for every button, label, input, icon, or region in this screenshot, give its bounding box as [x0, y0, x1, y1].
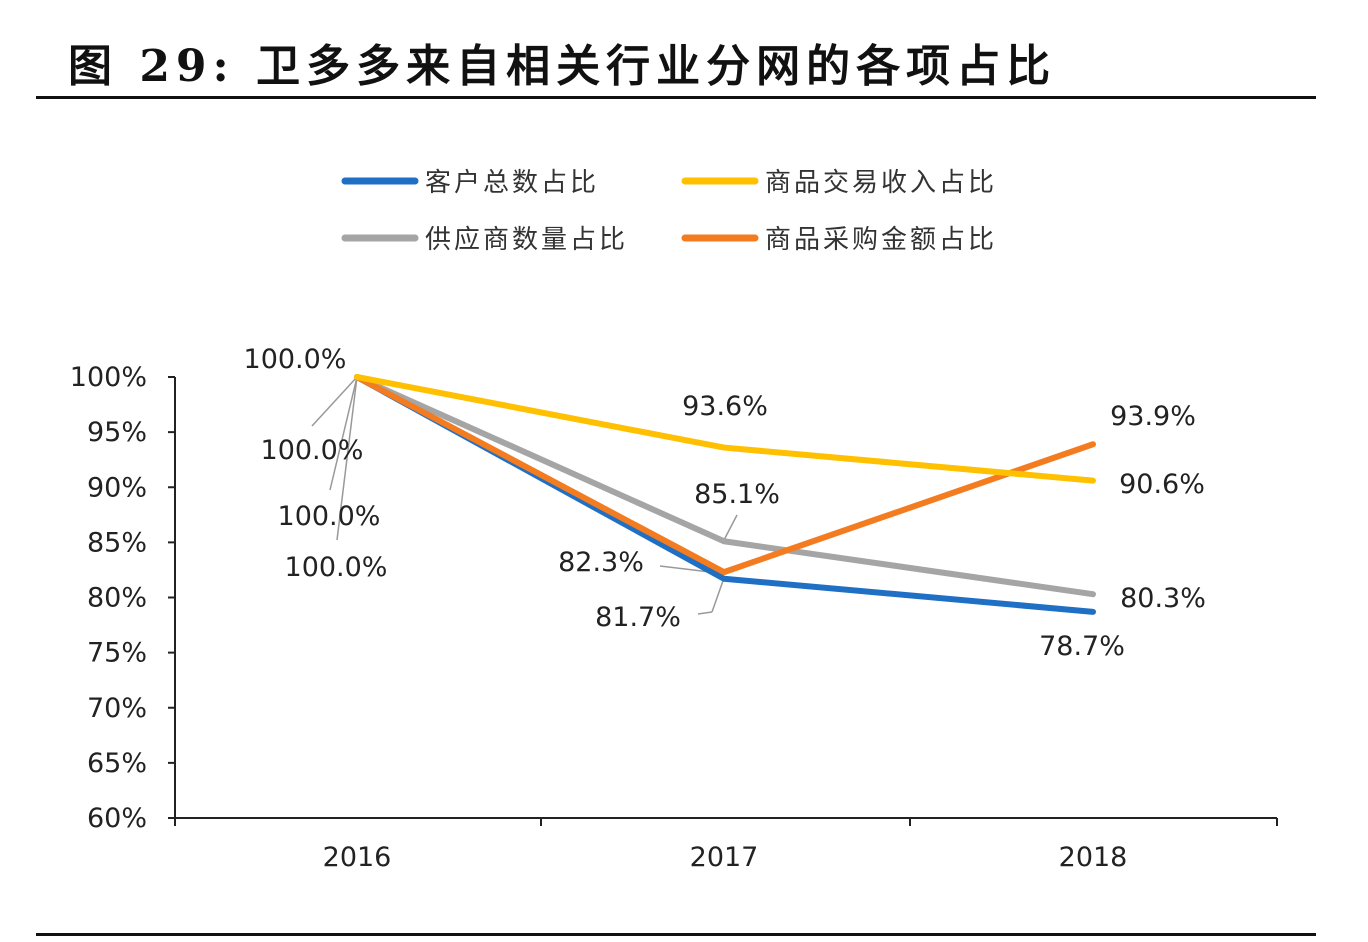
- data-label: 80.3%: [1120, 583, 1206, 614]
- data-label: 78.7%: [1039, 631, 1125, 662]
- data-label: 82.3%: [558, 547, 644, 578]
- y-tick-label: 75%: [87, 638, 147, 669]
- y-tick-label: 95%: [87, 417, 147, 448]
- legend-label: 客户总数占比: [425, 168, 599, 198]
- legend-label: 商品交易收入占比: [765, 168, 997, 198]
- figure-title: 图 29: 卫多多来自相关行业分网的各项占比: [68, 41, 1057, 92]
- x-tick-label: 2017: [690, 842, 759, 873]
- legend-label: 商品采购金额占比: [765, 225, 997, 255]
- x-tick-label: 2016: [323, 842, 392, 873]
- data-label: 81.7%: [595, 602, 681, 633]
- y-tick-label: 85%: [87, 527, 147, 558]
- leader-line: [311, 376, 358, 427]
- leader-line: [697, 611, 713, 615]
- data-label: 100.0%: [261, 435, 364, 466]
- top-rule: [36, 96, 1316, 99]
- data-label: 93.9%: [1110, 401, 1196, 432]
- bottom-rule: [36, 933, 1316, 936]
- leader-line: [711, 577, 725, 613]
- y-tick-label: 70%: [87, 693, 147, 724]
- y-tick-label: 100%: [70, 362, 147, 393]
- y-tick-label: 65%: [87, 748, 147, 779]
- leader-line: [336, 376, 358, 541]
- leader-line: [723, 514, 738, 541]
- legend-label: 供应商数量占比: [425, 225, 628, 255]
- y-tick-label: 80%: [87, 583, 147, 614]
- leader-line: [659, 565, 711, 573]
- data-label: 90.6%: [1119, 469, 1205, 500]
- leader-line: [329, 376, 358, 491]
- data-label: 100.0%: [278, 501, 381, 532]
- data-label: 93.6%: [682, 391, 768, 422]
- data-label: 100.0%: [244, 344, 347, 375]
- y-tick-label: 60%: [87, 803, 147, 834]
- x-tick-label: 2018: [1059, 842, 1128, 873]
- data-label: 85.1%: [694, 479, 780, 510]
- y-tick-label: 90%: [87, 472, 147, 503]
- data-label: 100.0%: [285, 552, 388, 583]
